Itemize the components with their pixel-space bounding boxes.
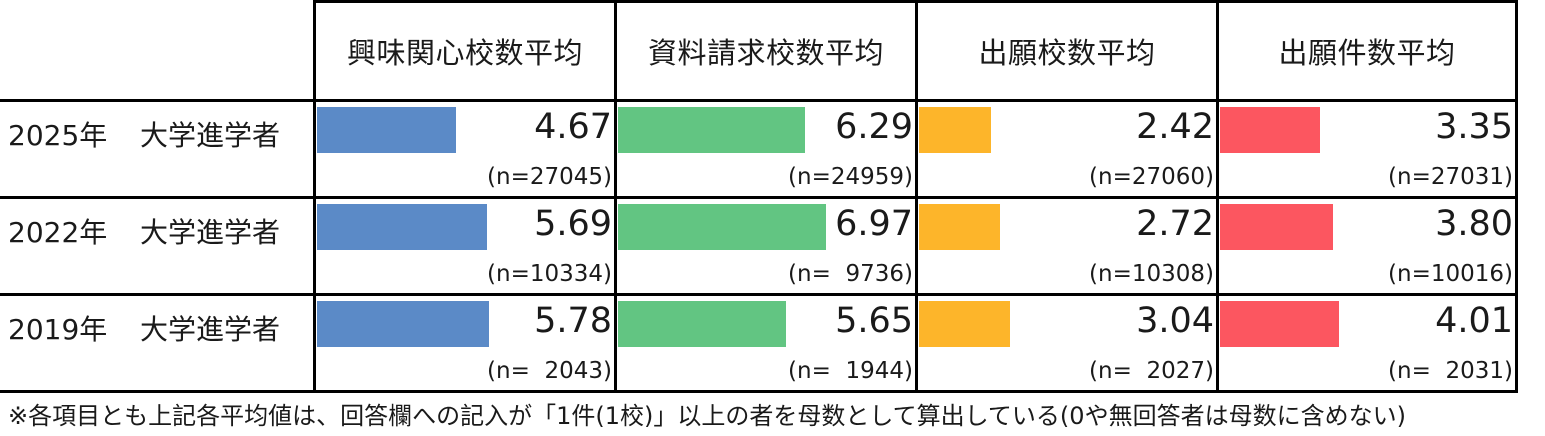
row-divider bbox=[0, 293, 1518, 296]
col-header-interest: 興味関心校数平均 bbox=[346, 36, 583, 70]
header-row: 興味関心校数平均 資料請求校数平均 出願校数平均 出願件数平均 bbox=[0, 0, 1518, 102]
bar-1 bbox=[317, 107, 456, 153]
sample-size-label: (n= 2031) bbox=[1388, 358, 1513, 384]
value-label: 5.65 bbox=[835, 301, 913, 341]
bar-3 bbox=[919, 107, 991, 153]
sample-size-label: (n=24959) bbox=[788, 164, 913, 190]
value-label: 4.01 bbox=[1435, 301, 1513, 341]
value-label: 6.97 bbox=[835, 204, 913, 244]
row-label-year: 2022年 bbox=[8, 216, 108, 249]
row-label-group: 大学進学者 bbox=[140, 119, 281, 152]
value-label: 3.04 bbox=[1136, 301, 1214, 341]
bar-1 bbox=[317, 204, 487, 250]
bar-4 bbox=[1220, 107, 1320, 153]
bar-2 bbox=[618, 301, 786, 347]
sample-size-label: (n=27031) bbox=[1388, 164, 1513, 190]
value-label: 4.67 bbox=[534, 107, 612, 147]
value-label: 6.29 bbox=[835, 107, 913, 147]
value-label: 3.35 bbox=[1435, 107, 1513, 147]
row-divider bbox=[0, 196, 1518, 199]
sample-size-label: (n=27060) bbox=[1089, 164, 1214, 190]
sample-size-label: (n=10308) bbox=[1089, 261, 1214, 287]
col-header-request: 資料請求校数平均 bbox=[647, 36, 884, 70]
bar-4 bbox=[1220, 204, 1333, 250]
sample-size-label: (n= 2027) bbox=[1089, 358, 1214, 384]
sample-size-label: (n= 1944) bbox=[788, 358, 913, 384]
sample-size-label: (n=10334) bbox=[487, 261, 612, 287]
value-label: 2.72 bbox=[1136, 204, 1214, 244]
col-header-application-count: 出願件数平均 bbox=[1278, 36, 1456, 70]
bar-2 bbox=[618, 204, 826, 250]
bar-2 bbox=[618, 107, 805, 153]
sample-size-label: (n= 2043) bbox=[487, 358, 612, 384]
bar-1 bbox=[317, 301, 489, 347]
value-label: 5.69 bbox=[534, 204, 612, 244]
bar-3 bbox=[919, 204, 1000, 250]
row-label-group: 大学進学者 bbox=[140, 216, 281, 249]
row-label-year: 2019年 bbox=[8, 313, 108, 346]
value-label: 5.78 bbox=[534, 301, 612, 341]
row-label-year: 2025年 bbox=[8, 119, 108, 152]
bar-3 bbox=[919, 301, 1010, 347]
sample-size-label: (n=10016) bbox=[1388, 261, 1513, 287]
sample-size-label: (n= 9736) bbox=[788, 261, 913, 287]
value-label: 3.80 bbox=[1435, 204, 1513, 244]
sample-size-label: (n=27045) bbox=[487, 164, 612, 190]
footnote: ※各項目とも上記各平均値は、回答欄への記入が「1件(1校)」以上の者を母数として… bbox=[8, 402, 1406, 430]
row-label-group: 大学進学者 bbox=[140, 313, 281, 346]
value-label: 2.42 bbox=[1136, 107, 1214, 147]
row-divider bbox=[0, 390, 1518, 393]
col-header-application-schools: 出願校数平均 bbox=[978, 36, 1156, 70]
bar-4 bbox=[1220, 301, 1339, 347]
